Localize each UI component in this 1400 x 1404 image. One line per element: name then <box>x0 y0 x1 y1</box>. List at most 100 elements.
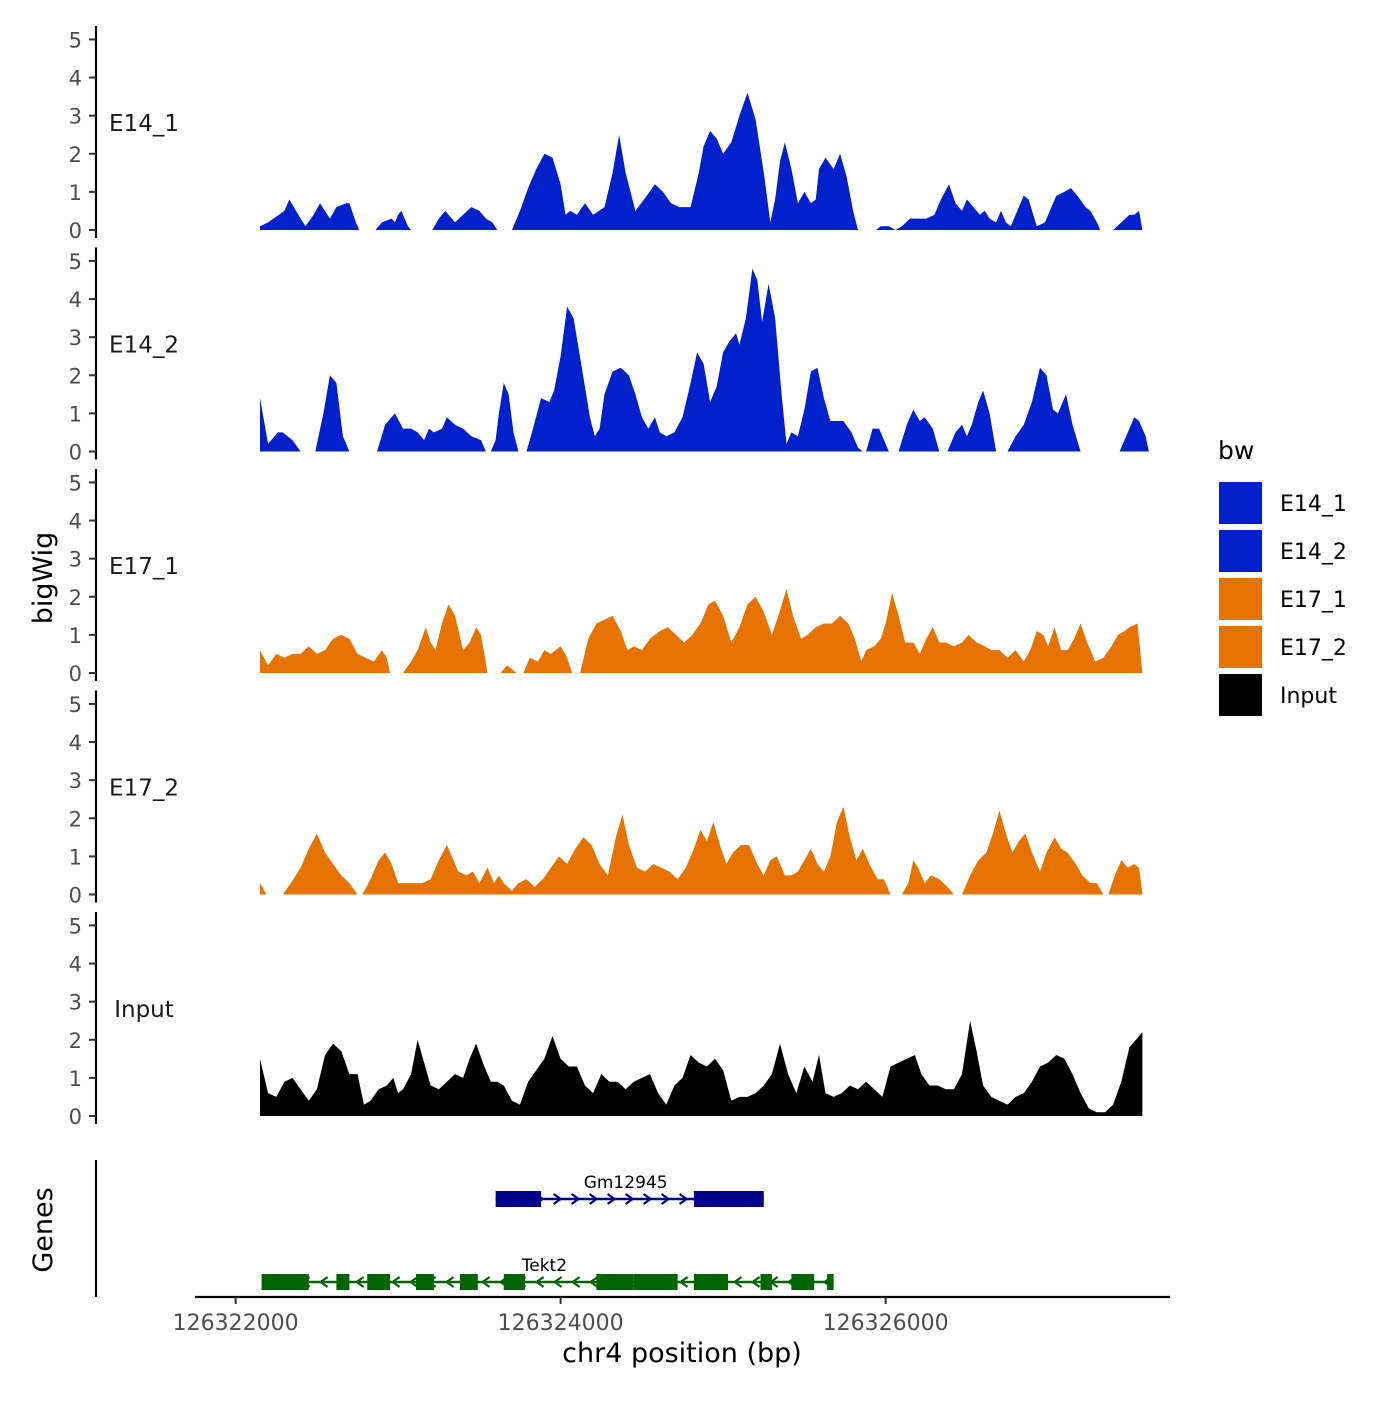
x-ticks-layer: 126322000 126324000 126326000 <box>173 1297 949 1336</box>
track-area-E17_2 <box>260 806 1143 895</box>
x-tick-label: 126326000 <box>823 1311 949 1336</box>
y-tick-label: 0 <box>69 884 82 908</box>
track-label: Input <box>114 997 174 1023</box>
gene-exon <box>633 1274 678 1290</box>
gene-exon <box>596 1274 634 1290</box>
legend-swatch <box>1217 672 1264 718</box>
y-tick-label: 5 <box>69 250 82 274</box>
strand-arrow <box>534 1276 545 1288</box>
strand-arrow <box>588 1193 599 1205</box>
gene-exon <box>760 1274 772 1290</box>
y-tick-label: 2 <box>69 1029 82 1053</box>
genes-layer: Gm12945 Tekt2 <box>261 1173 834 1290</box>
y-tick-label: 1 <box>69 624 82 648</box>
y-tick-label: 1 <box>69 845 82 869</box>
axes-layer <box>94 1160 1170 1299</box>
strand-arrow <box>732 1276 743 1288</box>
strand-arrow <box>570 1193 581 1205</box>
legend-label: Input <box>1280 684 1337 709</box>
y-tick-label: 4 <box>69 67 82 91</box>
gene-exon <box>459 1274 478 1290</box>
track-E14_2: 0 1 2 3 4 5 E14_2 <box>69 247 1149 465</box>
x-axis-label: chr4 position (bp) <box>562 1338 802 1369</box>
y-tick-label: 4 <box>69 288 82 312</box>
strand-arrow <box>552 1193 563 1205</box>
gene-exon <box>367 1274 390 1290</box>
gene-exon <box>827 1274 834 1290</box>
legend-swatch <box>1217 624 1264 670</box>
strand-arrow <box>318 1276 329 1288</box>
strand-arrow <box>552 1276 563 1288</box>
legend-title: bw <box>1218 436 1254 465</box>
strand-arrow <box>444 1276 455 1288</box>
gene-exon <box>416 1274 434 1290</box>
legend: bw E14_1 E14_2 E17_1 E17_2 Input <box>1217 436 1347 718</box>
legend-swatch <box>1217 480 1264 526</box>
y-axis-label: bigWig <box>28 532 59 625</box>
gene-label: Gm12945 <box>584 1173 668 1193</box>
strand-arrow <box>606 1193 617 1205</box>
legend-swatch <box>1217 528 1264 574</box>
strand-arrow <box>678 1193 689 1205</box>
gene-exon <box>336 1274 350 1290</box>
legend-label: E17_2 <box>1280 636 1347 661</box>
y-tick-label: 3 <box>69 326 82 350</box>
x-tick-label: 126322000 <box>173 1311 299 1336</box>
track-E17_1: 0 1 2 3 4 5 E17_1 <box>69 469 1143 686</box>
y-tick-label: 2 <box>69 364 82 388</box>
y-tick-label: 3 <box>69 548 82 572</box>
track-area-E14_1 <box>260 92 1143 230</box>
y-tick-label: 4 <box>69 510 82 534</box>
track-label: E17_2 <box>109 776 179 802</box>
strand-arrow <box>570 1276 581 1288</box>
y-tick-label: 5 <box>69 693 82 717</box>
y-tick-label: 1 <box>69 181 82 205</box>
strand-arrow <box>390 1276 401 1288</box>
track-area-E17_1 <box>260 589 1143 673</box>
track-E17_2: 0 1 2 3 4 5 E17_2 <box>69 690 1143 908</box>
y-tick-label: 4 <box>69 953 82 977</box>
track-label: E14_2 <box>109 333 179 359</box>
gene-exon <box>693 1191 764 1207</box>
legend-swatch <box>1217 576 1264 622</box>
track-label: E14_1 <box>109 111 179 137</box>
strand-arrow <box>408 1276 419 1288</box>
strand-arrow <box>624 1193 635 1205</box>
gene-exon <box>693 1274 728 1290</box>
gene-Tekt2: Tekt2 <box>261 1256 834 1290</box>
y-tick-label: 1 <box>69 1067 82 1091</box>
y-tick-label: 2 <box>69 143 82 167</box>
track-area-E14_2 <box>260 268 1149 452</box>
y-tick-label: 5 <box>69 28 82 52</box>
y-tick-label: 5 <box>69 914 82 938</box>
y-tick-label: 3 <box>69 991 82 1015</box>
legend-label: E14_1 <box>1280 492 1347 517</box>
gene-exon <box>791 1274 815 1290</box>
y-tick-label: 0 <box>69 441 82 465</box>
y-tick-label: 4 <box>69 731 82 755</box>
y-tick-label: 3 <box>69 769 82 793</box>
gene-exon <box>261 1274 309 1290</box>
y-tick-label: 2 <box>69 807 82 831</box>
y-tick-label: 5 <box>69 471 82 495</box>
track-label: E17_1 <box>109 554 179 580</box>
y-tick-label: 0 <box>69 219 82 243</box>
strand-arrow <box>588 1276 599 1288</box>
y-tick-label: 3 <box>69 105 82 129</box>
gene-Gm12945: Gm12945 <box>495 1173 764 1207</box>
track-area-Input <box>260 1020 1143 1116</box>
strand-arrow <box>354 1276 365 1288</box>
y-tick-label: 0 <box>69 662 82 686</box>
strand-arrow <box>750 1276 761 1288</box>
gene-exon <box>495 1191 542 1207</box>
track-E14_1: 0 1 2 3 4 5 E14_1 <box>69 26 1143 243</box>
y-tick-label: 0 <box>69 1105 82 1129</box>
strand-arrow <box>642 1193 653 1205</box>
tracks-layer: 0 1 2 3 4 5 E14_1 0 1 2 3 4 5 E14_2 0 1 2 3 4 5 E17_1 0 1 2 3 4 5 E… <box>69 26 1149 1129</box>
y-tick-label: 1 <box>69 402 82 426</box>
strand-arrow <box>660 1193 671 1205</box>
genes-axis-label: Genes <box>28 1187 59 1272</box>
strand-arrow <box>678 1276 689 1288</box>
